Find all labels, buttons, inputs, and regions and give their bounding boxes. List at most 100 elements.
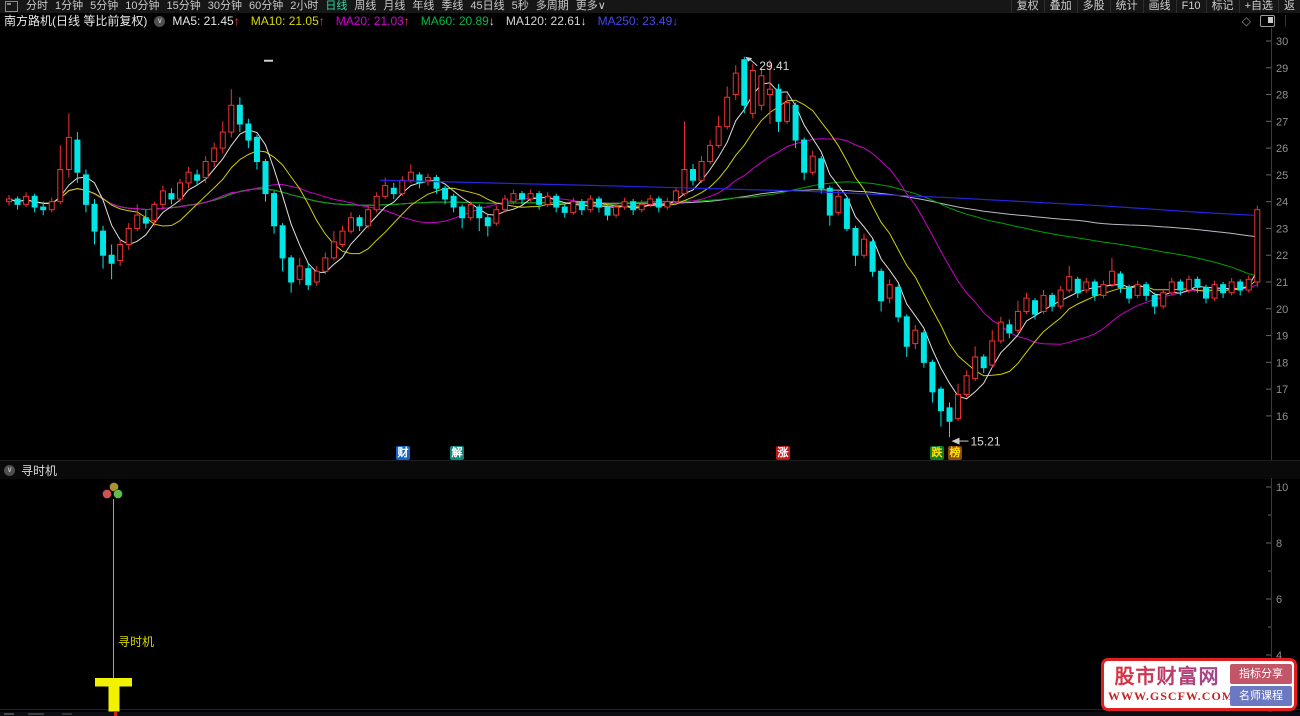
candle — [1014, 310, 1021, 331]
candle — [664, 201, 671, 208]
toolbar-button-多股[interactable]: 多股 — [1076, 0, 1110, 13]
candle — [168, 193, 175, 200]
chart-badge-跌[interactable]: 跌 — [930, 446, 944, 460]
candle — [895, 286, 902, 318]
chart-badge-财[interactable]: 财 — [396, 446, 410, 460]
candle — [852, 227, 859, 256]
candle — [980, 356, 987, 369]
candle — [1074, 278, 1081, 294]
ma-indicator: MA10: 21.05↑ — [250, 14, 325, 28]
period-tab-5分钟[interactable]: 5分钟 — [90, 0, 119, 12]
period-tab-月线[interactable]: 月线 — [383, 0, 406, 12]
candle — [963, 375, 970, 395]
sub-y-axis-label: 8 — [1276, 538, 1282, 550]
candle — [1185, 278, 1192, 291]
candle — [801, 139, 808, 173]
period-tab-1分钟[interactable]: 1分钟 — [55, 0, 84, 12]
period-tab-季线[interactable]: 季线 — [441, 0, 464, 12]
monitor-icon[interactable] — [1260, 15, 1275, 27]
candle — [861, 238, 867, 256]
candle — [313, 270, 320, 283]
period-tab-分时[interactable]: 分时 — [26, 0, 48, 12]
toolbar-button-画线[interactable]: 画线 — [1142, 0, 1176, 13]
period-tab-45日线[interactable]: 45日线 — [470, 0, 505, 12]
toolbar-button-返[interactable]: 返 — [1278, 0, 1300, 13]
candle — [1237, 281, 1244, 291]
y-axis-label: 27 — [1276, 116, 1288, 128]
period-tab-10分钟[interactable]: 10分钟 — [125, 0, 160, 12]
candle — [1066, 276, 1073, 291]
candle — [775, 88, 782, 122]
indicator-panel-header[interactable]: ∨ 寻时机 — [0, 460, 1300, 479]
candle — [1168, 281, 1175, 294]
ma-trend-arrow: ↓ — [672, 14, 679, 28]
ma-indicator: MA120: 22.61↓ — [505, 14, 587, 28]
period-tab-30分钟[interactable]: 30分钟 — [207, 0, 242, 12]
y-axis-label: 20 — [1276, 304, 1288, 316]
candle — [416, 174, 423, 184]
collapse-panel-icon[interactable]: ∨ — [4, 464, 15, 476]
candle — [672, 190, 679, 203]
candle — [1023, 297, 1030, 312]
candle — [553, 195, 560, 208]
toolbar-button-复权[interactable]: 复权 — [1010, 0, 1044, 13]
candle — [519, 193, 525, 200]
window-icon[interactable] — [5, 1, 18, 12]
period-tab-5秒[interactable]: 5秒 — [511, 0, 529, 12]
period-tab-2小时[interactable]: 2小时 — [290, 0, 319, 12]
ma-indicator: MA60: 20.89↓ — [420, 14, 495, 28]
candle — [544, 195, 551, 205]
toolbar-button-+自选[interactable]: +自选 — [1238, 0, 1278, 13]
candle — [809, 155, 816, 173]
y-axis-label: 22 — [1276, 250, 1288, 262]
period-tab-15分钟[interactable]: 15分钟 — [166, 0, 201, 12]
candle — [613, 206, 620, 216]
candle — [484, 217, 491, 227]
period-tab-更多∨[interactable]: 更多∨ — [575, 0, 606, 12]
period-tab-日线[interactable]: 日线 — [325, 0, 348, 12]
watermark-tag: 名师课程 — [1230, 685, 1292, 706]
candle — [125, 227, 132, 246]
candle — [843, 198, 850, 229]
diamond-icon[interactable]: ◇ — [1241, 14, 1251, 28]
candle — [177, 182, 183, 200]
candle — [330, 241, 337, 259]
toolbar-button-标记[interactable]: 标记 — [1205, 0, 1239, 13]
chart-badge-涨[interactable]: 涨 — [776, 446, 790, 460]
candle — [117, 244, 124, 262]
period-tab-周线[interactable]: 周线 — [354, 0, 377, 12]
candle — [997, 321, 1004, 342]
candle — [142, 217, 149, 224]
ma-trend-arrow: ↓ — [580, 14, 587, 28]
candle — [655, 198, 662, 208]
y-axis-label: 23 — [1276, 223, 1288, 235]
chart-badge-榜[interactable]: 榜 — [948, 446, 962, 460]
ma-indicator-list: MA5: 21.45↑ MA10: 21.05↑ MA20: 21.03↑ MA60:… — [172, 14, 689, 28]
low-price-annotation: 15.21 — [971, 435, 1001, 449]
kline-canvas[interactable]: 30 29 28 27 26 25 24 23 22 21 20 19 18 17 16 29.41 15.21 — [0, 28, 1300, 460]
candle — [1228, 281, 1235, 294]
candle — [732, 72, 739, 96]
period-tab-60分钟[interactable]: 60分钟 — [249, 0, 284, 12]
chart-badge-解[interactable]: 解 — [450, 446, 464, 460]
candle — [903, 316, 910, 347]
indicator-canvas[interactable]: 10 8 6 4 寻时机 — [0, 478, 1300, 712]
candle — [1143, 284, 1150, 296]
toolbar-button-统计[interactable]: 统计 — [1109, 0, 1143, 13]
candle — [236, 104, 243, 125]
chevron-down-icon[interactable]: ∨ — [154, 15, 166, 27]
sub-y-axis-label: 6 — [1276, 594, 1282, 606]
candle — [1151, 294, 1158, 307]
toolbar-button-叠加[interactable]: 叠加 — [1043, 0, 1077, 13]
candle — [288, 257, 295, 283]
candle — [48, 201, 55, 211]
candle — [356, 217, 363, 227]
candle — [211, 147, 218, 162]
candle — [194, 174, 201, 181]
bottom-strip — [0, 712, 1300, 716]
toolbar-button-F10[interactable]: F10 — [1175, 0, 1206, 13]
candle — [690, 169, 696, 181]
period-tab-多周期[interactable]: 多周期 — [535, 0, 569, 12]
candle — [14, 198, 21, 205]
period-tab-年线[interactable]: 年线 — [412, 0, 435, 12]
